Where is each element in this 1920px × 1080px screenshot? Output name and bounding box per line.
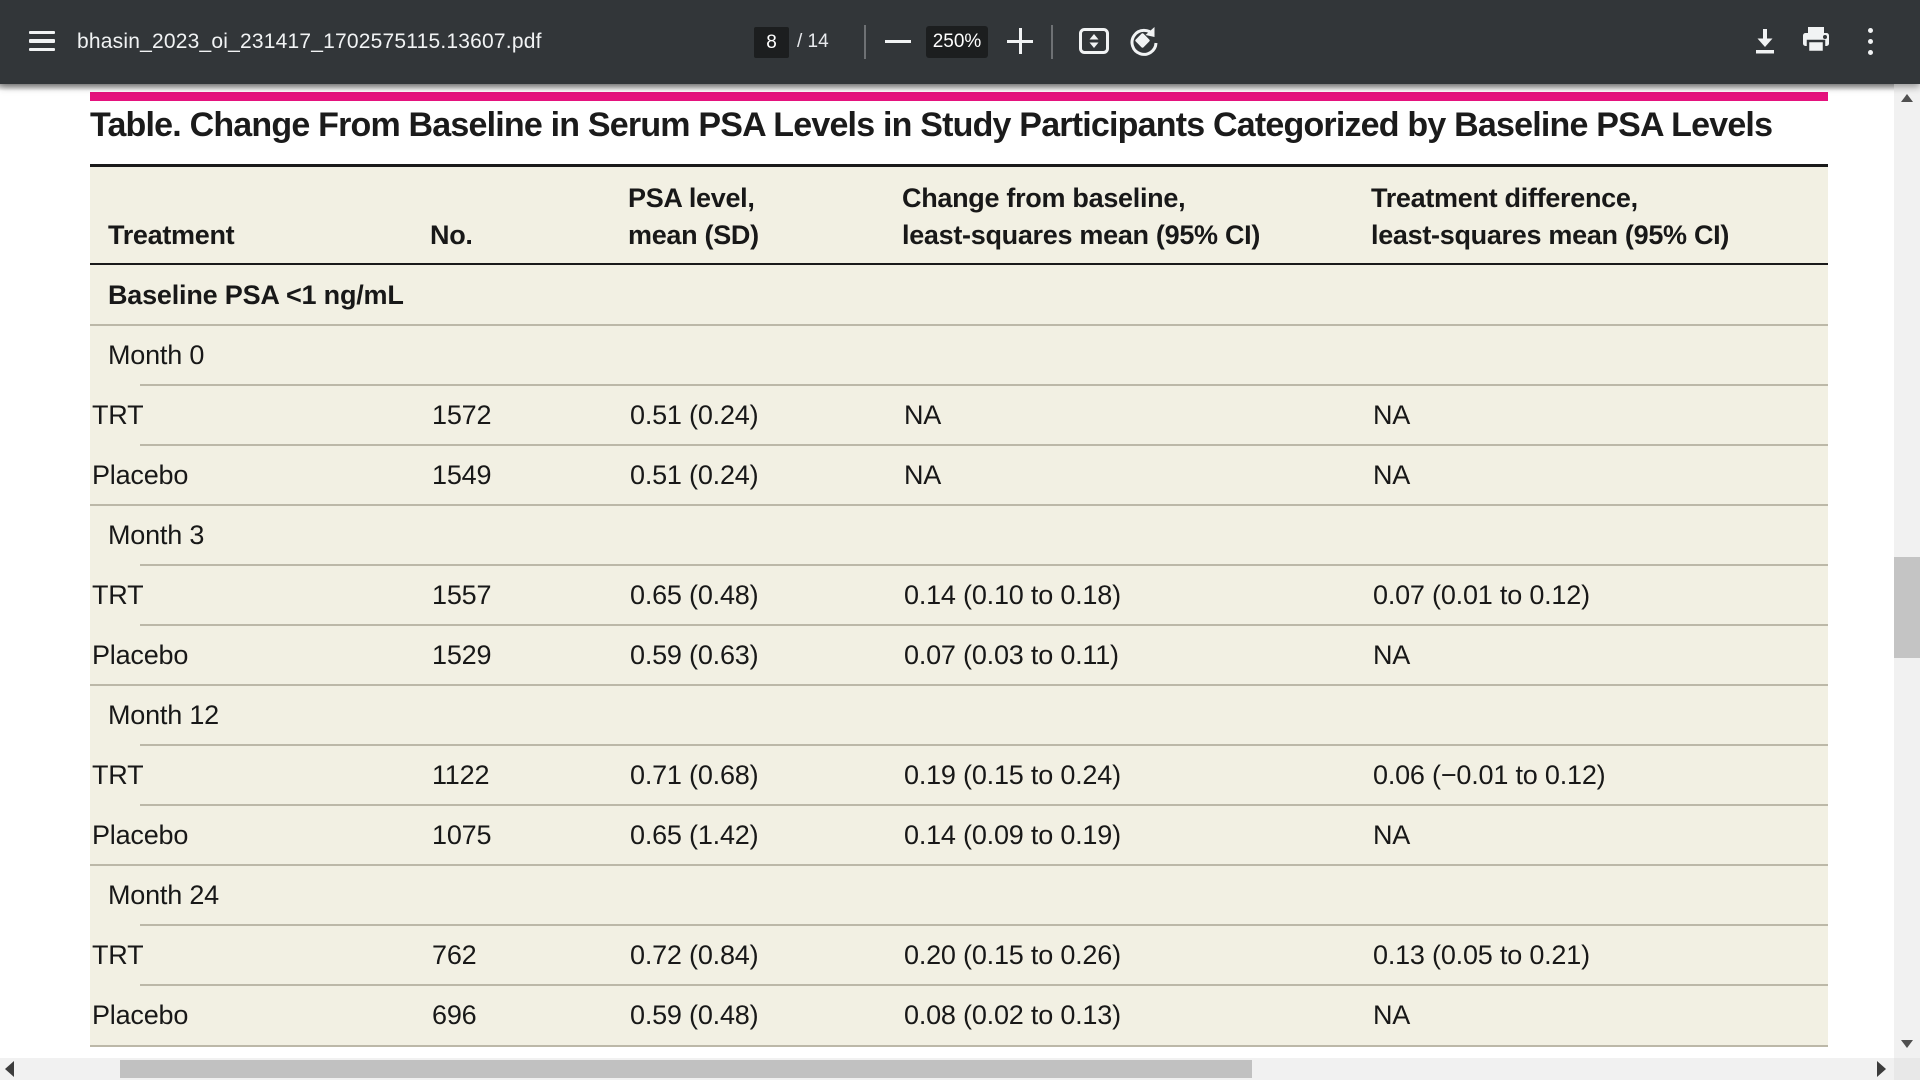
scrollbar-corner bbox=[1894, 1058, 1920, 1080]
document-filename: bhasin_2023_oi_231417_1702575115.13607.p… bbox=[77, 30, 542, 53]
column-header-treatment-difference: Treatment difference, least-squares mean … bbox=[1371, 183, 1730, 250]
horizontal-scrollbar[interactable] bbox=[0, 1058, 1894, 1080]
table-section-row: Baseline PSA <1 ng/mL bbox=[90, 265, 1828, 325]
table-row: Placebo 1529 0.59 (0.63) 0.07 (0.03 to 0… bbox=[90, 624, 1828, 685]
table-month-row: Month 12 bbox=[90, 684, 1828, 745]
column-header-psa-level: PSA level, mean (SD) bbox=[628, 183, 759, 250]
table-row: TRT 1122 0.71 (0.68) 0.19 (0.15 to 0.24)… bbox=[90, 744, 1828, 805]
table-month-row: Month 0 bbox=[90, 324, 1828, 385]
table-accent-bar bbox=[90, 92, 1828, 101]
month-label: Month 24 bbox=[108, 879, 219, 910]
scroll-left-icon[interactable] bbox=[5, 1061, 14, 1077]
download-icon[interactable] bbox=[1743, 21, 1787, 61]
scroll-right-icon[interactable] bbox=[1877, 1061, 1886, 1077]
table-row: Placebo 696 0.59 (0.48) 0.08 (0.02 to 0.… bbox=[90, 984, 1828, 1045]
rotate-icon[interactable] bbox=[1121, 21, 1165, 61]
table-month-row: Month 3 bbox=[90, 504, 1828, 565]
zoom-level-value[interactable]: 250% bbox=[926, 26, 988, 58]
vertical-scrollbar-thumb[interactable] bbox=[1894, 557, 1920, 658]
table-row: TRT 1572 0.51 (0.24) NA NA bbox=[90, 384, 1828, 445]
table-title: Table. Change From Baseline in Serum PSA… bbox=[90, 106, 1773, 144]
table-month-row: Month 24 bbox=[90, 864, 1828, 925]
table-row: Placebo 1075 0.65 (1.42) 0.14 (0.09 to 0… bbox=[90, 804, 1828, 865]
table-row: Placebo 1549 0.51 (0.24) NA NA bbox=[90, 444, 1828, 505]
psa-table: Treatment No. PSA level, mean (SD) Change… bbox=[90, 164, 1828, 1047]
toolbar-separator bbox=[864, 25, 866, 59]
table-row: TRT 1557 0.65 (0.48) 0.14 (0.10 to 0.18)… bbox=[90, 564, 1828, 625]
month-label: Month 12 bbox=[108, 699, 219, 730]
more-options-icon[interactable] bbox=[1848, 21, 1892, 61]
pdf-viewer-toolbar: bhasin_2023_oi_231417_1702575115.13607.p… bbox=[0, 0, 1920, 84]
table-row: TRT 762 0.72 (0.84) 0.20 (0.15 to 0.26) … bbox=[90, 924, 1828, 985]
scroll-up-icon[interactable] bbox=[1901, 94, 1913, 102]
table-bottom-rule bbox=[90, 1045, 1828, 1047]
page-total-label: / 14 bbox=[797, 31, 829, 52]
vertical-scrollbar[interactable] bbox=[1894, 84, 1920, 1058]
zoom-in-icon[interactable] bbox=[998, 21, 1042, 61]
pdf-page: Table. Change From Baseline in Serum PSA… bbox=[0, 84, 1894, 1058]
toolbar-shadow bbox=[0, 84, 1894, 91]
zoom-out-icon[interactable] bbox=[876, 21, 920, 61]
menu-icon[interactable] bbox=[20, 21, 64, 61]
toolbar-separator bbox=[1051, 25, 1053, 59]
page-number-input[interactable] bbox=[754, 27, 789, 58]
print-icon[interactable] bbox=[1794, 21, 1838, 61]
scroll-down-icon[interactable] bbox=[1901, 1040, 1913, 1048]
table-header-row: Treatment No. PSA level, mean (SD) Change… bbox=[90, 167, 1828, 265]
month-label: Month 0 bbox=[108, 339, 205, 370]
fit-to-page-icon[interactable] bbox=[1072, 21, 1116, 61]
section-label: Baseline PSA <1 ng/mL bbox=[108, 279, 404, 310]
column-header-change-from-baseline: Change from baseline, least-squares mean … bbox=[902, 183, 1261, 250]
column-header-no: No. bbox=[430, 220, 473, 250]
column-header-treatment: Treatment bbox=[108, 220, 235, 250]
horizontal-scrollbar-thumb[interactable] bbox=[120, 1060, 1252, 1078]
month-label: Month 3 bbox=[108, 519, 205, 550]
